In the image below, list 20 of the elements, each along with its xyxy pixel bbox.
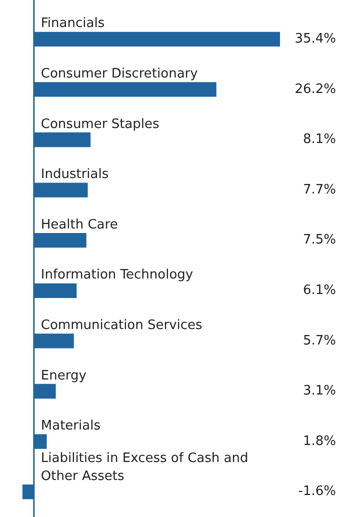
data-label: 6.1% [302,283,336,298]
data-label: 35.4% [294,32,336,47]
data-label: 3.1% [302,384,336,399]
y-tick-label: Communication Services [40,318,203,333]
data-label: 7.5% [302,232,336,248]
y-tick-label: Consumer Discretionary [40,66,198,82]
data-label: 5.7% [302,333,336,348]
y-tick-label: Information Technology [40,268,194,283]
data-label: 7.7% [302,182,336,198]
data-label: -1.6% [298,484,336,500]
y-tick-label: Consumer Staples [40,116,160,132]
y-tick-label: Energy [40,368,87,384]
data-label: 1.8% [302,434,336,449]
y-tick-label: Industrials [40,167,109,182]
y-tick-label: Liabilities in Excess of Cash and Other Assets [40,450,248,484]
y-tick-label: Financials [40,16,105,32]
data-label: 8.1% [302,132,336,148]
data-label: 26.2% [294,82,336,97]
y-tick-label: Health Care [40,217,118,232]
y-tick-label: Materials [40,418,101,434]
